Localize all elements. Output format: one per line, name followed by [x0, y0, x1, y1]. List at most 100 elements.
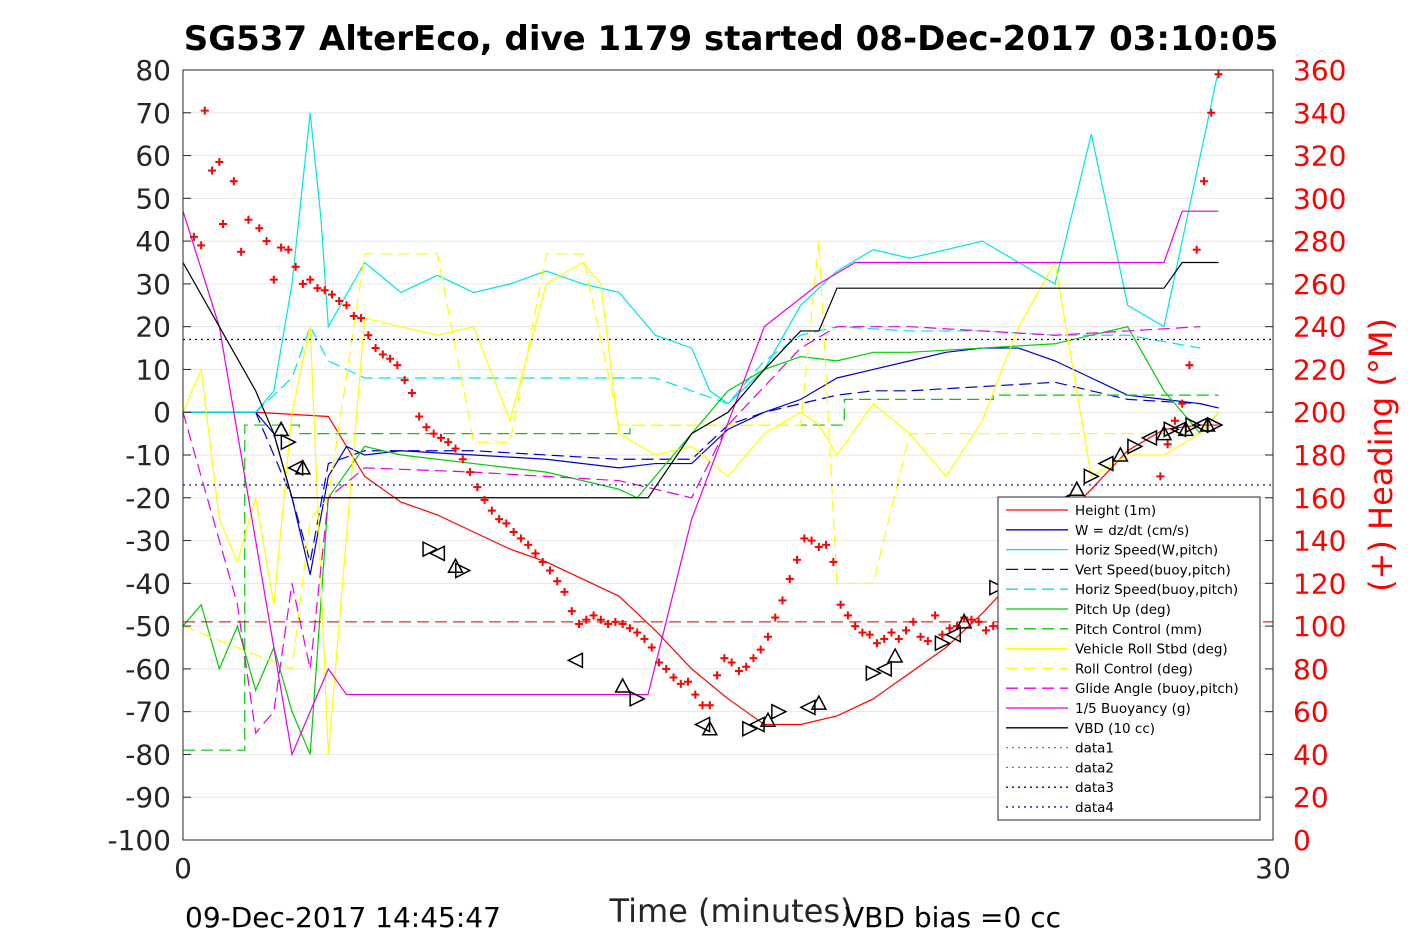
- right-tick-label-0: 360: [1293, 54, 1346, 87]
- heading-point: [800, 534, 809, 543]
- heading-point: [640, 634, 649, 643]
- heading-point: [407, 388, 416, 397]
- heading-point: [560, 587, 569, 596]
- heading-point: [981, 626, 990, 635]
- heading-point: [458, 455, 467, 464]
- right-axis-ticks: 3603403203002802602402202001801601401201…: [1265, 54, 1346, 857]
- heading-point: [320, 286, 329, 295]
- heading-point: [502, 519, 511, 528]
- heading-point: [516, 534, 525, 543]
- event-marker: [294, 459, 312, 475]
- event-marker: [1163, 421, 1180, 438]
- left-tick-label-12: -40: [125, 567, 171, 600]
- heading-point: [749, 654, 758, 663]
- heading-point: [662, 664, 671, 673]
- x-tick-label-0: 0: [174, 852, 192, 885]
- series-vehicle_roll: [183, 260, 1219, 755]
- heading-point: [237, 247, 246, 256]
- series-vert_speed_buoy: [183, 381, 1219, 563]
- right-tick-label-12: 120: [1293, 567, 1346, 600]
- heading-point: [625, 624, 634, 633]
- heading-point: [967, 615, 976, 624]
- heading-point: [342, 301, 351, 310]
- heading-point: [582, 615, 591, 624]
- right-tick-label-18: 0: [1293, 824, 1311, 857]
- event-marker: [1185, 416, 1202, 434]
- series-buoyancy: [183, 210, 1219, 757]
- right-tick-label-13: 100: [1293, 610, 1346, 643]
- event-marker: [748, 716, 765, 733]
- left-tick-label-18: -100: [107, 824, 171, 857]
- event-marker: [759, 711, 777, 727]
- right-tick-label-14: 80: [1293, 653, 1329, 686]
- heading-point: [647, 643, 656, 652]
- heading-point: [197, 241, 206, 250]
- right-tick-label-7: 220: [1293, 353, 1346, 386]
- heading-point: [829, 557, 838, 566]
- legend-label-buoyancy: 1/5 Buoyancy (g): [1075, 701, 1191, 717]
- heading-point: [989, 622, 998, 631]
- right-axis-label: (+) Heading (°M): [1362, 318, 1400, 592]
- heading-point: [480, 495, 489, 504]
- heading-point: [807, 536, 816, 545]
- heading-point: [902, 626, 911, 635]
- legend-label-vert_speed_buoy: Vert Speed(buoy,pitch): [1075, 562, 1231, 578]
- legend-label-data3: data3: [1075, 780, 1114, 796]
- heading-point: [487, 506, 496, 515]
- heading-point: [756, 645, 765, 654]
- heading-point: [284, 245, 293, 254]
- event-marker: [614, 677, 631, 693]
- heading-point: [444, 438, 453, 447]
- event-marker: [944, 626, 962, 643]
- legend-label-height: Height (1m): [1075, 503, 1156, 519]
- heading-point: [691, 690, 700, 699]
- left-tick-label-16: -80: [125, 738, 171, 771]
- right-tick-label-16: 40: [1293, 738, 1329, 771]
- heading-point: [378, 350, 387, 359]
- heading-point: [545, 566, 554, 575]
- event-marker: [1155, 425, 1173, 441]
- left-tick-label-1: 70: [135, 97, 171, 130]
- heading-point: [349, 311, 358, 320]
- event-marker: [989, 579, 1006, 596]
- right-tick-label-5: 260: [1293, 268, 1346, 301]
- event-marker: [1177, 420, 1195, 437]
- event-marker: [1068, 480, 1086, 496]
- heading-point: [473, 483, 482, 492]
- left-tick-label-3: 50: [135, 182, 171, 215]
- heading-point: [669, 673, 678, 682]
- series-roll_control: [183, 241, 1201, 670]
- event-marker: [280, 433, 298, 451]
- event-marker: [799, 699, 816, 716]
- heading-point: [974, 617, 983, 626]
- heading-point: [633, 628, 642, 637]
- event-marker: [886, 647, 904, 663]
- right-tick-label-8: 200: [1293, 396, 1346, 429]
- heading-point: [524, 540, 533, 549]
- legend: Height (1m) W = dz/dt (cm/s) Horiz Speed(W…: [997, 496, 1261, 821]
- heading-point: [215, 157, 224, 166]
- footer-vbd-bias: VBD bias =0 cc: [845, 901, 1061, 934]
- event-marker: [955, 613, 973, 629]
- heading-point: [1163, 440, 1172, 449]
- heading-point: [466, 468, 475, 477]
- event-marker: [1112, 446, 1129, 462]
- x-axis-ticks: 0 30: [174, 832, 1291, 885]
- series-glide_angle: [183, 326, 1201, 735]
- right-tick-label-10: 160: [1293, 482, 1346, 515]
- heading-point: [189, 232, 198, 241]
- event-marker: [934, 635, 952, 652]
- heading-point: [327, 290, 336, 299]
- heading-point: [1199, 177, 1208, 186]
- heading-point: [843, 611, 852, 620]
- heading-point: [1192, 245, 1201, 254]
- heading-point: [313, 284, 322, 293]
- heading-point: [931, 611, 940, 620]
- heading-point: [218, 220, 227, 228]
- heading-point: [858, 628, 867, 637]
- heading-point: [880, 634, 889, 643]
- heading-point: [335, 297, 344, 305]
- heading-point: [822, 540, 831, 549]
- heading-point: [422, 423, 431, 432]
- heading-point: [306, 275, 315, 284]
